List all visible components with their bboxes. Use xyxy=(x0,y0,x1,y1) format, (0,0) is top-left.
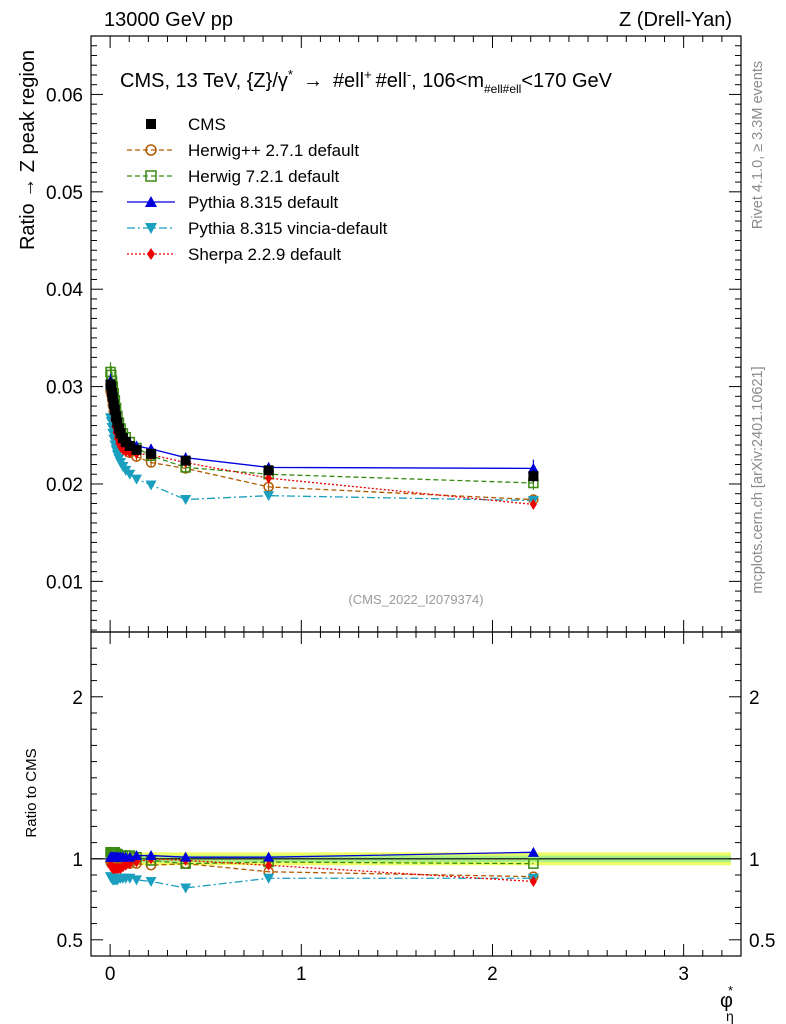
series-vincia xyxy=(105,411,539,507)
series-line-vincia xyxy=(109,417,534,502)
point-vincia xyxy=(124,469,136,480)
rivet-version-label: Rivet 4.1.0, ≥ 3.3M events xyxy=(750,61,766,229)
legend-marker-herwigpp xyxy=(145,144,157,156)
point-pythia xyxy=(527,462,539,473)
point-cms xyxy=(111,411,122,422)
ratio-y-tick-label: 1 xyxy=(72,850,83,871)
ratio-point-sherpa xyxy=(529,875,537,887)
point-cms xyxy=(146,448,157,459)
legend-marker-sherpa xyxy=(147,248,155,260)
ratio-y-tick-label-right: 0.5 xyxy=(749,931,775,952)
series-cms xyxy=(105,376,539,483)
point-cms xyxy=(107,392,118,403)
legend-marker-vincia xyxy=(145,223,157,234)
main-y-tick-label: 0.05 xyxy=(46,183,83,204)
legend-label-herwig7: Herwig 7.2.1 default xyxy=(188,167,339,186)
point-cms xyxy=(131,444,142,455)
ratio-point-vincia xyxy=(263,873,275,884)
series-sherpa xyxy=(107,390,537,510)
main-y-tick-label: 0.04 xyxy=(46,280,83,301)
plot-title: CMS, 13 TeV, {Z}/γ* → #ell+ #ell-, 106<m#el… xyxy=(120,67,613,96)
x-axis-label: φ* η xyxy=(720,983,734,1024)
ratio-y-tick-label: 0.5 xyxy=(57,931,83,952)
x-tick-label: 2 xyxy=(487,964,498,985)
ratio-line-herwigpp xyxy=(109,860,534,878)
series-line-sherpa xyxy=(109,396,534,506)
ratio-y-tick-label-right: 2 xyxy=(749,688,760,709)
point-cms xyxy=(263,465,274,476)
point-vincia xyxy=(131,474,142,485)
legend-entry-herwig7: Herwig 7.2.1 default xyxy=(127,167,339,186)
x-axis-ticks: 0 1 2 3 xyxy=(105,36,742,985)
ratio-point-sherpa xyxy=(265,859,273,871)
series-herwig7 xyxy=(105,362,539,490)
legend-entry-sherpa: Sherpa 2.2.9 default xyxy=(127,245,341,264)
header-right: Z (Drell-Yan) xyxy=(619,9,732,31)
ratio-panel-frame xyxy=(90,631,742,957)
ratio-point-vincia xyxy=(131,875,142,886)
legend-marker-cms xyxy=(146,119,156,129)
legend-label-cms: CMS xyxy=(188,115,226,134)
ratio-series-pythia xyxy=(105,846,539,862)
ratio-y-tick-label-right: 1 xyxy=(749,850,760,871)
legend-label-herwigpp: Herwig++ 2.7.1 default xyxy=(188,141,359,160)
point-cms xyxy=(106,381,117,392)
point-vincia xyxy=(180,495,192,506)
main-y-tick-label: 0.06 xyxy=(46,85,83,106)
ratio-point-pythia xyxy=(131,850,142,861)
ratio-point-herwig7 xyxy=(528,858,539,869)
ratio-series-layer xyxy=(105,846,539,894)
legend-entry-cms: CMS xyxy=(146,115,226,134)
ratio-line-vincia xyxy=(109,876,534,889)
x-tick-label: 3 xyxy=(678,964,689,985)
legend-label-sherpa: Sherpa 2.2.9 default xyxy=(188,245,341,264)
point-cms xyxy=(109,404,120,415)
main-y-axis-label: Ratio → Z peak region xyxy=(17,50,39,250)
ratio-y-axis-ticks: 0.5 0.5 1 1 2 2 xyxy=(57,647,775,952)
legend: CMS Herwig++ 2.7.1 default Herwig 7.2.1 de… xyxy=(127,115,388,264)
main-y-tick-label: 0.02 xyxy=(46,475,83,496)
point-cms xyxy=(124,440,135,451)
series-pythia xyxy=(105,373,539,478)
mcplots-source-label: mcplots.cern.ch [arXiv:2401.10621] xyxy=(750,366,766,593)
point-vincia xyxy=(145,480,157,491)
point-cms xyxy=(112,417,123,428)
series-herwigpp xyxy=(105,385,539,505)
main-y-tick-label: 0.03 xyxy=(46,378,83,399)
ratio-point-vincia xyxy=(145,876,157,887)
point-cms xyxy=(108,399,119,410)
analysis-watermark: (CMS_2022_I2079374) xyxy=(348,592,483,607)
ratio-point-pythia xyxy=(527,846,539,857)
point-cms xyxy=(180,455,191,466)
ratio-series-vincia xyxy=(105,872,539,894)
ratio-y-tick-label: 2 xyxy=(72,688,83,709)
legend-marker-pythia xyxy=(145,196,157,207)
ratio-point-pythia xyxy=(145,850,157,861)
point-cms xyxy=(528,471,539,482)
legend-marker-herwig7 xyxy=(145,170,157,182)
point-sherpa xyxy=(265,472,273,484)
x-tick-label: 0 xyxy=(105,964,116,985)
point-sherpa xyxy=(529,498,537,510)
main-series-layer xyxy=(105,362,539,510)
ratio-point-vincia xyxy=(180,883,192,894)
legend-label-pythia: Pythia 8.315 default xyxy=(188,193,339,212)
point-vincia xyxy=(263,491,275,502)
header-left: 13000 GeV pp xyxy=(104,9,233,31)
legend-entry-vincia: Pythia 8.315 vincia-default xyxy=(127,219,388,238)
ratio-point-pythia xyxy=(263,851,275,862)
x-tick-label: 1 xyxy=(296,964,307,985)
main-y-axis-ticks: 0.01 0.02 0.03 0.04 0.05 0.06 xyxy=(46,35,741,631)
legend-entry-pythia: Pythia 8.315 default xyxy=(127,193,339,212)
main-y-tick-label: 0.01 xyxy=(46,572,83,593)
legend-label-vincia: Pythia 8.315 vincia-default xyxy=(188,219,388,238)
legend-entry-herwigpp: Herwig++ 2.7.1 default xyxy=(127,141,359,160)
series-line-pythia xyxy=(109,380,534,470)
ratio-point-pythia xyxy=(180,851,192,862)
series-line-herwig7 xyxy=(109,371,534,484)
ratio-y-axis-label: Ratio to CMS xyxy=(23,748,40,837)
